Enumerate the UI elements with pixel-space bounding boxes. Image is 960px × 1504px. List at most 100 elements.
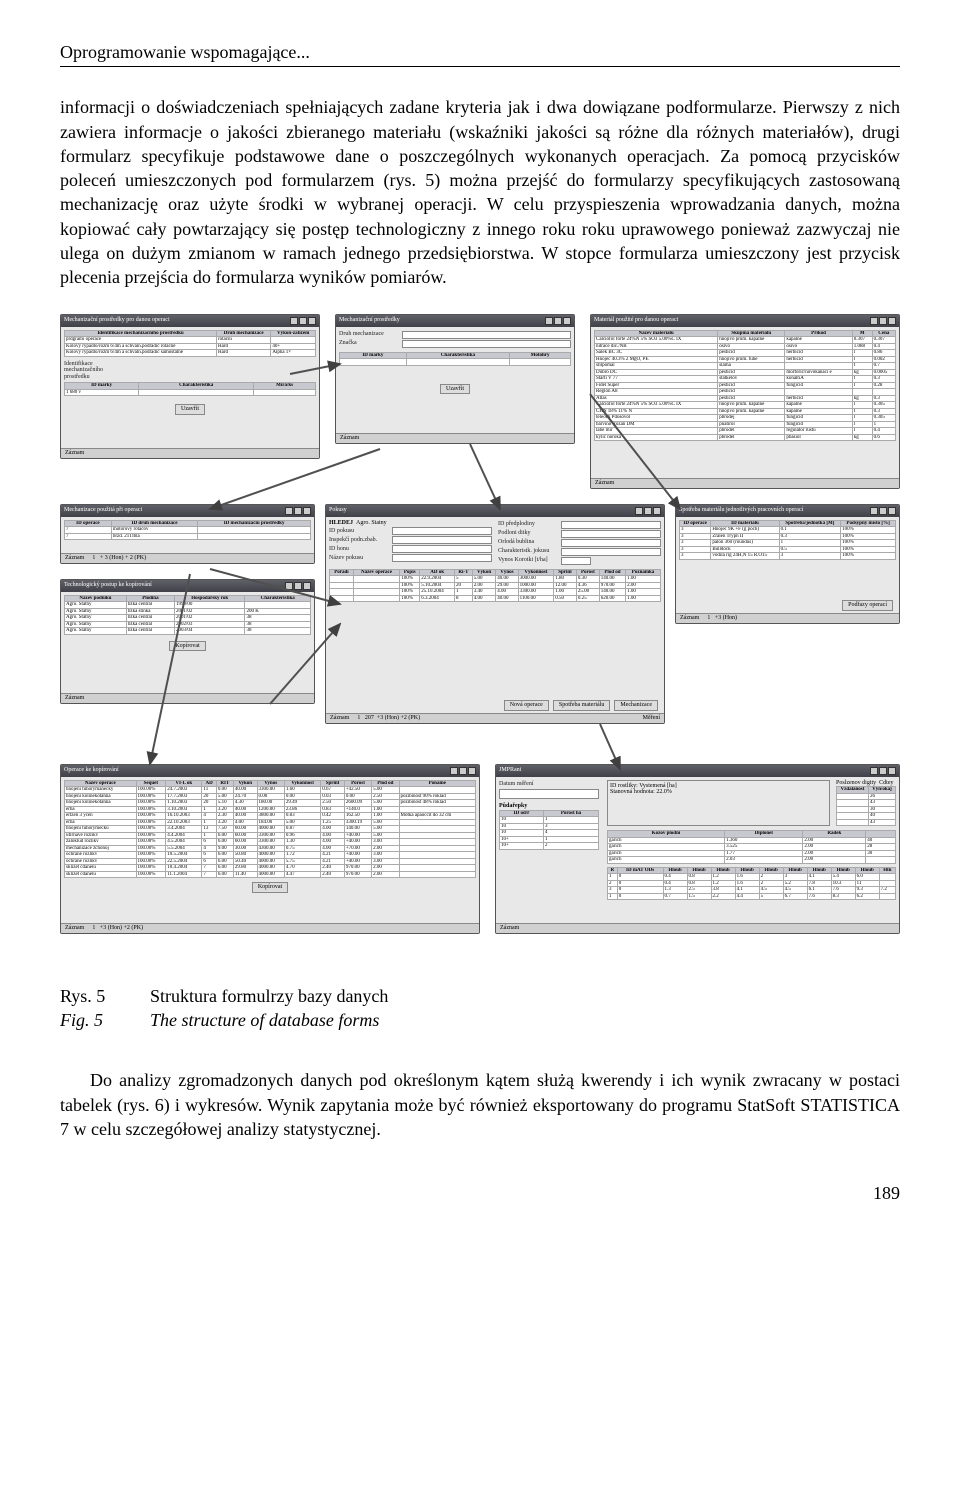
field-label: Datum měření (499, 781, 559, 788)
caption-text-en: The structure of database forms (150, 1008, 379, 1032)
window-title: Mechanizační prostředky pro danou operac… (64, 317, 170, 324)
field-label: Podloni ditky (498, 530, 558, 537)
paragraph-1: informacji o doświadczeniach spełniający… (60, 95, 900, 289)
min-icon[interactable] (870, 317, 878, 325)
copy-button[interactable]: Nová operace (504, 700, 549, 711)
figure-caption: Rys. 5Struktura formulrzy bazy danych Fi… (60, 984, 900, 1033)
copy-button[interactable]: Kopírovat (169, 641, 205, 652)
select-input[interactable] (402, 340, 571, 348)
close-icon[interactable] (303, 507, 311, 515)
min-icon[interactable] (450, 767, 458, 775)
text-input[interactable] (392, 545, 492, 553)
window-operace-kopirovani: Operace ke kopírování Nazev operaceSeque… (60, 764, 480, 934)
max-icon[interactable] (554, 317, 562, 325)
material-table: Název materiáluSkupina materiáluPříkodMC… (594, 330, 896, 442)
max-icon[interactable] (294, 507, 302, 515)
close-icon[interactable] (468, 767, 476, 775)
select-input[interactable] (561, 521, 661, 529)
field-label: ID předplodiny (498, 521, 558, 528)
window-spotreba: Spotřeba materiálu jednotlivých pracovní… (675, 504, 900, 624)
field-label: Inspekčí podn.zbab. (329, 537, 389, 544)
max-icon[interactable] (644, 507, 652, 515)
window-mech-prostredky: Mechanizační prostředky Druh mechanizace… (335, 314, 575, 444)
text: Agro. Statny (356, 520, 387, 526)
close-icon[interactable] (888, 767, 896, 775)
close-icon[interactable] (888, 507, 896, 515)
text-input[interactable] (392, 527, 492, 535)
close-icon[interactable] (563, 317, 571, 325)
window-title: Spotřeba materiálu jednotlivých pracovní… (679, 507, 803, 514)
window-title: Mechanizace použitá při operaci (64, 507, 142, 514)
table-row: 100%6.3.200484.0040.001100.000.500.25620… (330, 595, 661, 602)
select-input[interactable] (561, 530, 661, 538)
caption-label-pl: Rys. 5 (60, 984, 150, 1008)
status-label: Záznam (330, 715, 349, 722)
field-label: Vynos Korotki [t/ha] (498, 557, 558, 564)
window-title: Technologický postup ke kopírování (64, 582, 152, 589)
page-number: 189 (60, 1181, 900, 1205)
figure-5: Mechanizační prostředky pro danou operac… (60, 314, 900, 954)
field-label: ID honu (329, 546, 389, 553)
field-label: Charakteristk. jokusu (498, 548, 558, 555)
close-icon[interactable] (303, 582, 311, 590)
window-title: Pokusy (329, 507, 347, 514)
text-input[interactable] (561, 548, 661, 556)
status-label: Záznam (65, 555, 84, 562)
close-icon[interactable] (308, 317, 316, 325)
max-icon[interactable] (299, 317, 307, 325)
field-label: ID pokusu (329, 528, 389, 535)
operations-copy-table: Nazev operaceSequetVI-L okADRITVykonVyno… (64, 780, 476, 879)
close-icon[interactable] (888, 317, 896, 325)
text-input[interactable] (392, 554, 492, 562)
window-title: Materiál použité pro danou operaci (594, 317, 678, 324)
field-label: Orlodá bublina (498, 539, 558, 546)
text-input[interactable] (392, 536, 492, 544)
status-label: Záznam (500, 925, 519, 932)
field-label: Značka (339, 340, 399, 347)
operations-table: PořadíNázev operacePopisAD okŘí-TVýkonVý… (329, 569, 661, 603)
caption-text-pl: Struktura formulrzy bazy danych (150, 984, 388, 1008)
status-label: Záznam (65, 695, 84, 702)
text-input[interactable] (561, 557, 591, 565)
max-icon[interactable] (879, 317, 887, 325)
copy-button[interactable]: Mechanizace (614, 700, 658, 711)
field-label: Druh mechanizace (339, 331, 399, 338)
select-input[interactable] (561, 539, 661, 547)
max-icon[interactable] (879, 767, 887, 775)
window-title: Mechanizační prostředky (339, 317, 400, 324)
col-header: Výkon-zatížení (271, 330, 316, 337)
min-icon[interactable] (635, 507, 643, 515)
status-label: Záznam (65, 925, 84, 932)
window-material: Materiál použité pro danou operaci Název… (590, 314, 900, 489)
caption-label-en: Fig. 5 (60, 1008, 150, 1032)
window-title: JMPRani (499, 767, 521, 774)
field-label: Název pokusu (329, 555, 389, 562)
status-label: Záznam (595, 480, 614, 487)
close-icon[interactable] (653, 507, 661, 515)
min-icon[interactable] (545, 317, 553, 325)
max-icon[interactable] (294, 582, 302, 590)
max-icon[interactable] (879, 507, 887, 515)
btn[interactable]: Podřazy operací (842, 600, 893, 611)
table: Identifikace mechanizačního prostředkuDr… (64, 330, 316, 357)
min-icon[interactable] (870, 767, 878, 775)
running-header: Oprogramowanie wspomagające... (60, 40, 900, 67)
field-label: Identifikace mechanizačního prostředku (64, 361, 124, 381)
min-icon[interactable] (285, 582, 293, 590)
copy-button[interactable]: Spotřeba materiálu (553, 700, 610, 711)
max-icon[interactable] (459, 767, 467, 775)
window-jmprani: JMPRani Datum měření Půdařepky ID od/řPo… (495, 764, 900, 934)
status-label: Záznam (340, 435, 359, 442)
min-icon[interactable] (285, 507, 293, 515)
window-title: Operace ke kopírování (64, 767, 119, 774)
close-button[interactable]: Uzavřít (440, 384, 470, 395)
copy-button[interactable]: Kopírovat (252, 882, 288, 893)
select-input[interactable] (402, 331, 571, 339)
close-button[interactable]: Uzavřít (175, 404, 205, 415)
paragraph-2: Do analizy zgromadzonych danych pod okre… (60, 1068, 900, 1141)
window-tech-postup: Technologický postup ke kopírování Nazev… (60, 579, 315, 704)
status-label: Záznam (65, 450, 84, 457)
min-icon[interactable] (290, 317, 298, 325)
window-mech-prostredky-operaci: Mechanizační prostředky pro danou operac… (60, 314, 320, 459)
min-icon[interactable] (870, 507, 878, 515)
